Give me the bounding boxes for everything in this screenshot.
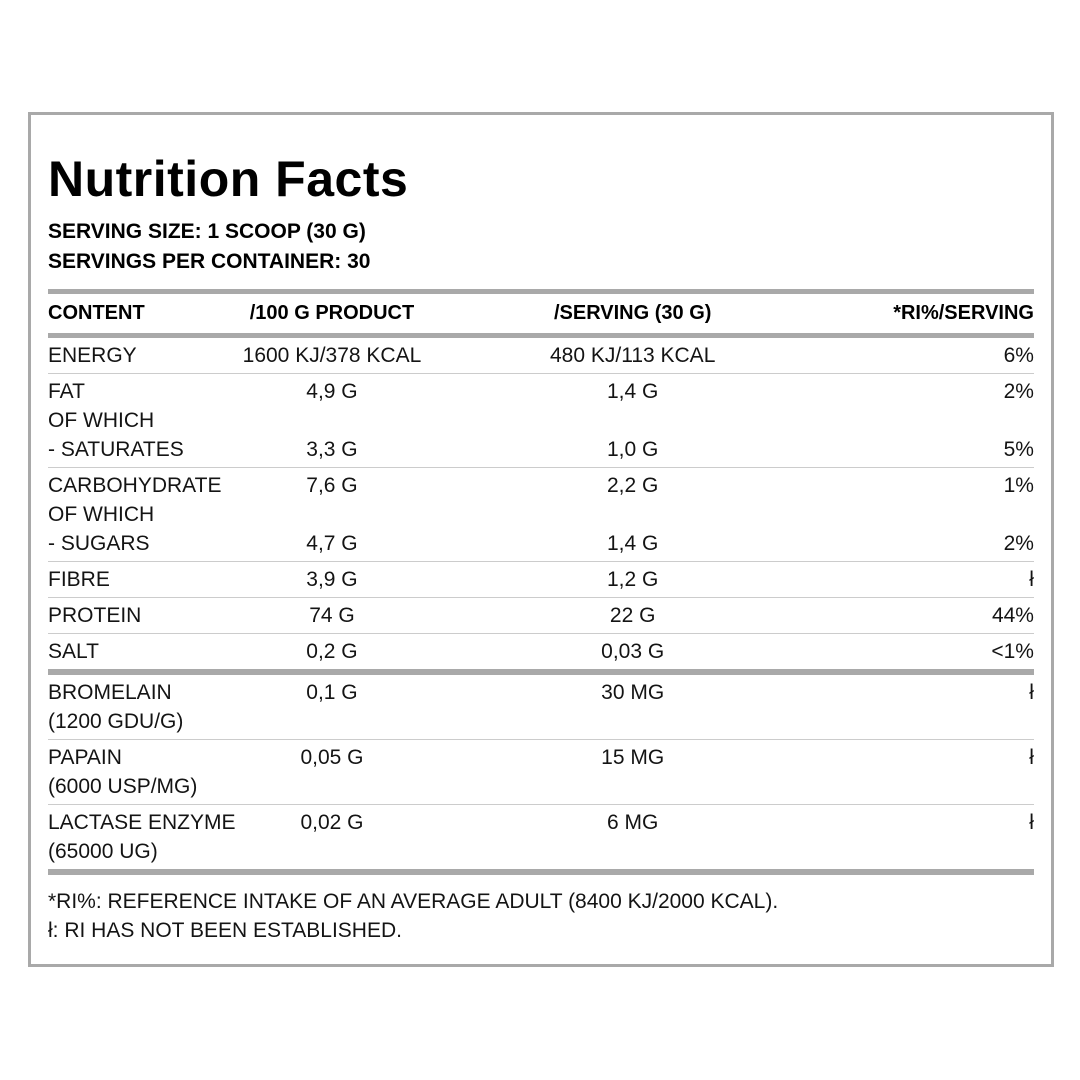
table-row-fibre: FIBRE 3,9 G 1,2 G ł [48, 562, 1034, 597]
section-divider [48, 669, 1034, 675]
table-row-protein: PROTEIN 74 G 22 G 44% [48, 598, 1034, 633]
table-row-lactase-enzyme: LACTASE ENZYME 0,02 G 6 MG ł (65000 UG) [48, 805, 1034, 869]
value-per-serving: 15 MG [601, 746, 665, 769]
row-name: - SATURATES [48, 438, 184, 461]
row-name: FAT [48, 380, 85, 403]
not-established-footnote: ł: RI HAS NOT BEEN ESTABLISHED. [48, 919, 402, 942]
header-per-100g: /100 G PRODUCT [249, 302, 415, 324]
row-name: FIBRE [48, 568, 110, 591]
table-row-bromelain: BROMELAIN 0,1 G 30 MG ł (1200 GDU/G) [48, 675, 1034, 739]
value-per-serving: 30 MG [601, 681, 665, 704]
value-per-serving: 1,4 G [606, 532, 659, 555]
value-ri-percent: 6% [1003, 344, 1034, 367]
header-per-serving: /SERVING (30 G) [553, 302, 712, 324]
value-per-100g: 3,9 G [306, 568, 358, 591]
value-per-serving: 1,0 G [606, 438, 659, 461]
table-row-papain: PAPAIN 0,05 G 15 MG ł (6000 USP/MG) [48, 740, 1034, 804]
value-per-serving: 2,2 G [606, 474, 659, 497]
row-name: PROTEIN [48, 604, 142, 627]
row-name: ENERGY [48, 344, 137, 367]
value-per-100g: 0,2 G [306, 640, 358, 663]
header-bottom-bar [48, 333, 1034, 338]
value-per-100g: 74 G [309, 604, 355, 627]
value-per-100g: 7,6 G [306, 474, 358, 497]
value-per-serving: 0,03 G [601, 640, 665, 663]
row-name: - SUGARS [48, 532, 150, 555]
row-divider [48, 804, 1034, 805]
value-ri-percent: 2% [1003, 380, 1034, 403]
value-per-100g: 0,02 G [300, 811, 364, 834]
row-name: LACTASE ENZYME [48, 811, 236, 834]
value-per-100g: 0,1 G [306, 681, 358, 704]
footnotes: *RI%: REFERENCE INTAKE OF AN AVERAGE ADU… [48, 875, 1034, 945]
value-per-serving: 6 MG [607, 811, 659, 834]
header-content: CONTENT [48, 302, 145, 324]
value-ri-percent: ł [1029, 568, 1034, 591]
value-per-100g: 0,05 G [300, 746, 364, 769]
value-ri-percent: 5% [1003, 438, 1034, 461]
table-row-carbohydrate: CARBOHYDRATE 7,6 G 2,2 G 1% OF WHICH - S… [48, 468, 1034, 561]
value-ri-percent: 2% [1003, 532, 1034, 555]
table-bottom-bar [48, 869, 1034, 875]
row-divider [48, 739, 1034, 740]
value-ri-percent: 44% [991, 604, 1034, 627]
value-per-100g: 4,7 G [306, 532, 358, 555]
value-ri-percent: ł [1029, 811, 1034, 834]
row-name: CARBOHYDRATE [48, 474, 222, 497]
value-ri-percent: ł [1029, 681, 1034, 704]
value-per-serving: 22 G [609, 604, 656, 627]
row-name: PAPAIN [48, 746, 122, 769]
value-per-serving: 480 KJ/113 KCAL [549, 344, 716, 367]
value-ri-percent: 1% [1003, 474, 1034, 497]
table-header-row: CONTENT /100 G PRODUCT /SERVING (30 G) *… [48, 294, 1034, 333]
ri-footnote: *RI%: REFERENCE INTAKE OF AN AVERAGE ADU… [48, 890, 779, 913]
row-divider [48, 597, 1034, 598]
value-per-100g: 1600 KJ/378 KCAL [242, 344, 422, 367]
row-divider [48, 467, 1034, 468]
servings-per-container-text: SERVINGS PER CONTAINER: 30 [48, 250, 371, 273]
value-per-serving: 1,2 G [606, 568, 659, 591]
row-divider [48, 633, 1034, 634]
row-subname: (65000 UG) [48, 840, 158, 863]
table-row-energy: ENERGY 1600 KJ/378 KCAL 480 KJ/113 KCAL … [48, 338, 1034, 373]
row-name: SALT [48, 640, 99, 663]
row-subname: (1200 GDU/G) [48, 710, 184, 733]
row-divider [48, 561, 1034, 562]
row-divider [48, 373, 1034, 374]
value-ri-percent: ł [1029, 746, 1034, 769]
table-top-bar [48, 289, 1034, 294]
value-ri-percent: <1% [991, 640, 1034, 663]
value-per-serving: 1,4 G [606, 380, 659, 403]
page-title: Nutrition Facts [48, 151, 409, 207]
table-row-fat: FAT 4,9 G 1,4 G 2% OF WHICH - SATURATES … [48, 374, 1034, 467]
serving-size-text: SERVING SIZE: 1 SCOOP (30 G) [48, 220, 366, 243]
nutrition-facts-label: Nutrition Facts SERVING SIZE: 1 SCOOP (3… [28, 112, 1054, 967]
header-ri-percent: *RI%/SERVING [893, 302, 1034, 324]
row-name: BROMELAIN [48, 681, 172, 704]
table-row-salt: SALT 0,2 G 0,03 G <1% [48, 634, 1034, 669]
row-subname: OF WHICH [48, 503, 155, 526]
value-per-100g: 4,9 G [306, 380, 358, 403]
row-subname: OF WHICH [48, 409, 155, 432]
row-subname: (6000 USP/MG) [48, 775, 198, 798]
value-per-100g: 3,3 G [306, 438, 358, 461]
